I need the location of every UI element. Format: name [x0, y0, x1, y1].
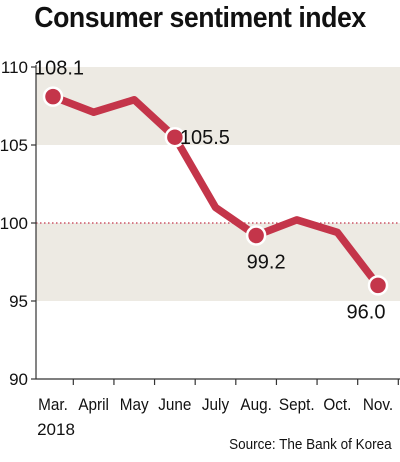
shaded-band	[36, 67, 400, 145]
data-labels: 108.1 105.5 99.2 96.0	[34, 58, 386, 324]
data-point-marker	[245, 225, 267, 246]
shaded-band	[36, 223, 400, 301]
y-tick-label: 110	[1, 58, 28, 77]
x-tick-label: Mar.	[38, 395, 68, 414]
chart-title: Consumer sentiment index	[34, 2, 366, 34]
data-point-marker	[164, 126, 186, 148]
y-tick-label: 105	[0, 136, 28, 155]
series-group	[42, 86, 389, 296]
x-tick-label: Oct.	[323, 395, 351, 414]
axes	[31, 65, 400, 385]
y-tick-label: 90	[9, 370, 28, 389]
data-point-marker	[42, 86, 64, 107]
data-label: 108.1	[34, 58, 84, 80]
y-tick-labels: 90 95 100 105 110	[0, 58, 28, 389]
y-tick-label: 100	[0, 214, 28, 233]
x-tick-labels: Mar. April May June July Aug. Sept. Oct. Nov. 201…	[37, 395, 393, 439]
shaded-bands	[36, 67, 400, 301]
data-label: 96.0	[347, 301, 386, 323]
x-year-label: 2018	[37, 420, 75, 439]
x-tick-label: Sept.	[279, 395, 315, 414]
x-tick-label: April	[78, 395, 109, 414]
y-tick-label: 95	[9, 292, 28, 311]
data-point-marker	[367, 275, 389, 296]
source-note: Source: The Bank of Korea	[229, 436, 392, 453]
data-label: 99.2	[247, 251, 286, 273]
x-tick-label: Aug.	[240, 395, 271, 414]
x-tick-label: July	[202, 395, 230, 414]
data-label: 105.5	[180, 127, 230, 149]
series-line	[49, 92, 382, 290]
x-tick-label: May	[120, 395, 150, 414]
x-tick-label: June	[158, 395, 191, 414]
x-tick-label: Nov.	[363, 395, 393, 414]
